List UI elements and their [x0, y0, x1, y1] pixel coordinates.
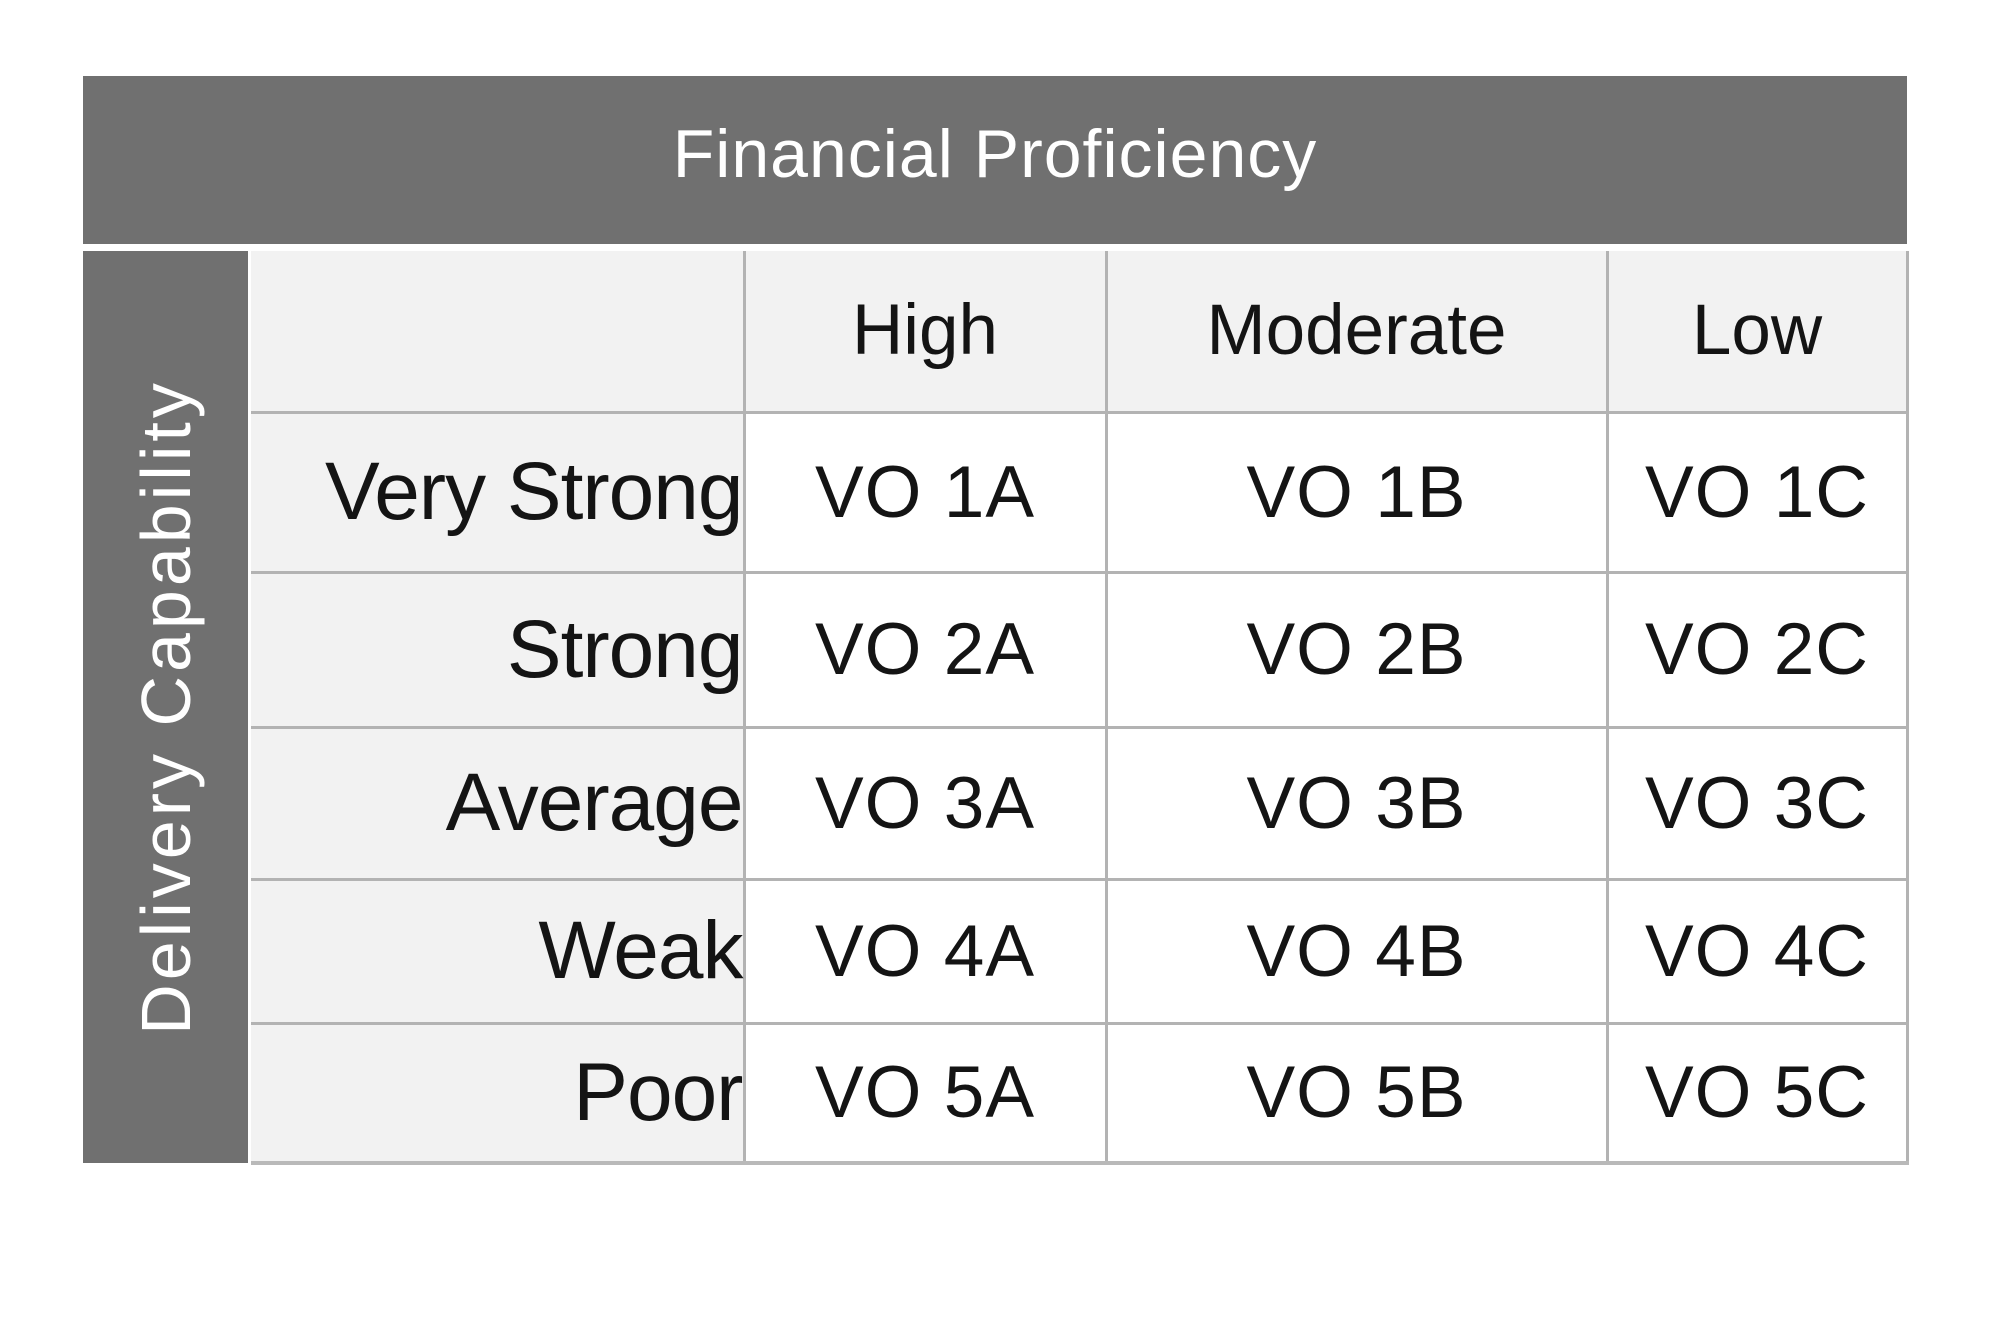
- matrix-cell-3c: VO 3C: [1607, 727, 1909, 881]
- column-axis-title: Financial Proficiency: [672, 116, 1318, 192]
- matrix-cell-4a: VO 4A: [744, 879, 1108, 1025]
- row-label-strong: Strong: [251, 572, 746, 729]
- column-header-moderate: Moderate: [1106, 251, 1609, 414]
- matrix-cell-3b: VO 3B: [1106, 727, 1609, 881]
- row-label-weak: Weak: [251, 879, 746, 1025]
- matrix-cell-2b: VO 2B: [1106, 572, 1609, 729]
- matrix-cell-5a: VO 5A: [744, 1023, 1108, 1165]
- rating-matrix-table: High Moderate Low Very Strong VO 1A VO 1…: [251, 251, 1909, 1165]
- matrix-cell-1c: VO 1C: [1607, 412, 1909, 574]
- matrix-cell-1a: VO 1A: [744, 412, 1108, 574]
- table-row-strong: Strong VO 2A VO 2B VO 2C: [251, 572, 1909, 729]
- row-axis-title: Delivery Capability: [126, 379, 205, 1035]
- matrix-cell-5c: VO 5C: [1607, 1023, 1909, 1165]
- matrix-cell-1b: VO 1B: [1106, 412, 1609, 574]
- row-label-average: Average: [251, 727, 746, 881]
- row-label-very-strong: Very Strong: [251, 412, 746, 574]
- matrix-cell-2a: VO 2A: [744, 572, 1108, 729]
- row-label-poor: Poor: [251, 1023, 746, 1165]
- table-row-average: Average VO 3A VO 3B VO 3C: [251, 727, 1909, 881]
- column-axis-header-bar: Financial Proficiency: [83, 76, 1907, 244]
- row-axis-header-bar: Delivery Capability: [83, 251, 248, 1163]
- matrix-cell-4b: VO 4B: [1106, 879, 1609, 1025]
- matrix-cell-2c: VO 2C: [1607, 572, 1909, 729]
- matrix-cell-3a: VO 3A: [744, 727, 1108, 881]
- column-header-high: High: [744, 251, 1108, 414]
- column-header-low: Low: [1607, 251, 1909, 414]
- corner-spacer-cell: [251, 251, 746, 414]
- table-row-very-strong: Very Strong VO 1A VO 1B VO 1C: [251, 412, 1909, 574]
- table-row-poor: Poor VO 5A VO 5B VO 5C: [251, 1023, 1909, 1165]
- matrix-cell-4c: VO 4C: [1607, 879, 1909, 1025]
- matrix-cell-5b: VO 5B: [1106, 1023, 1609, 1165]
- column-header-row: High Moderate Low: [251, 251, 1909, 414]
- table-row-weak: Weak VO 4A VO 4B VO 4C: [251, 879, 1909, 1025]
